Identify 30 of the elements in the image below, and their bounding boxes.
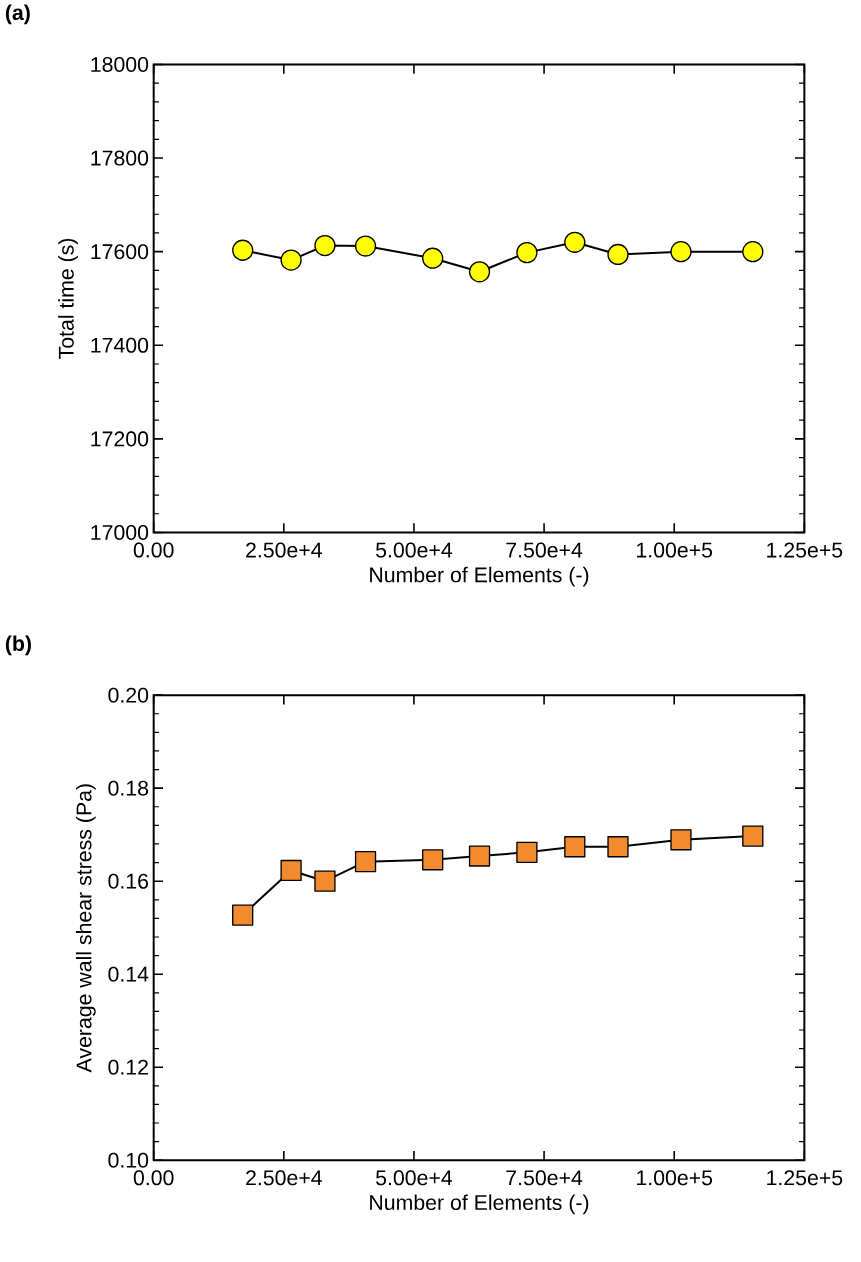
y-tick-label: 17800 xyxy=(91,150,149,166)
y-tick-label: 0.12 xyxy=(108,1059,148,1075)
y-axis-title: Average wall shear stress (Pa) xyxy=(75,784,96,1073)
x-tick-label: 5.00e+4 xyxy=(375,1170,452,1186)
y-tick-label: 0.18 xyxy=(108,780,148,796)
y-tick-label: 0.16 xyxy=(108,873,148,889)
y-axis-title: Total time (s) xyxy=(58,238,78,359)
x-tick-label: 0.00 xyxy=(133,1170,174,1186)
y-tick-label: 0.20 xyxy=(108,687,149,703)
x-axis-title: Number of Elements (-) xyxy=(370,566,589,587)
x-tick-label: 1.00e+5 xyxy=(636,542,712,558)
y-tick-label: 0.10 xyxy=(108,1152,149,1168)
x-axis-title: Number of Elements (-) xyxy=(370,1194,589,1215)
x-tick-label: 2.50e+4 xyxy=(246,1170,322,1186)
x-tick-label: 1.00e+5 xyxy=(636,1170,712,1186)
y-tick-label: 0.14 xyxy=(108,966,149,982)
y-tick-label: 18000 xyxy=(91,56,149,72)
y-tick-label: 17400 xyxy=(91,337,149,353)
x-tick-label: 2.50e+4 xyxy=(246,542,322,558)
x-tick-label: 7.50e+4 xyxy=(506,542,583,558)
y-tick-label: 17200 xyxy=(91,431,149,447)
x-tick-label: 5.00e+4 xyxy=(375,542,452,558)
x-tick-label: 1.25e+5 xyxy=(767,1170,843,1186)
chart-title: (b) xyxy=(5,635,31,656)
x-tick-label: 7.50e+4 xyxy=(506,1170,583,1186)
y-tick-label: 17000 xyxy=(91,524,149,541)
y-tick-label: 17600 xyxy=(91,244,149,260)
x-tick-label: 0.00 xyxy=(133,542,174,558)
x-tick-label: 1.25e+5 xyxy=(767,542,843,558)
chart-title: (a) xyxy=(5,4,30,25)
